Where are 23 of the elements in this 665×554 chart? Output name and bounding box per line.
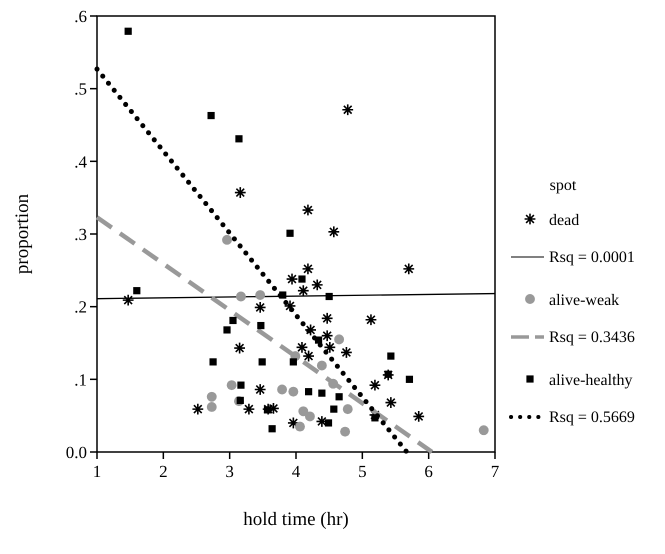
- x-tick-label: 2: [159, 462, 168, 481]
- x-tick-label: 7: [490, 462, 500, 481]
- x-tick-label: 3: [225, 462, 234, 481]
- y-tick-label: .4: [74, 152, 88, 172]
- legend-label: Rsq = 0.0001: [549, 249, 635, 266]
- legend-label: alive-weak: [549, 292, 620, 309]
- legend-label: Rsq = 0.3436: [549, 329, 635, 346]
- legend-label: alive-healthy: [549, 372, 633, 389]
- legend-label: Rsq = 0.5669: [549, 409, 635, 426]
- y-tick-label: .5: [74, 80, 87, 99]
- legend-title: spot: [550, 177, 577, 194]
- y-tick-label: 0.0: [66, 443, 87, 462]
- x-tick-label: 4: [292, 462, 301, 481]
- x-axis-title: hold time (hr): [243, 509, 349, 530]
- y-axis-title: proportion: [12, 193, 33, 274]
- y-tick-label: .1: [74, 370, 87, 390]
- x-tick-label: 6: [424, 462, 433, 481]
- legend-label: dead: [549, 212, 580, 229]
- y-tick-label: .6: [74, 7, 87, 26]
- x-tick-label: 5: [358, 462, 367, 481]
- x-tick-label: 1: [92, 462, 102, 481]
- y-tick-label: .2: [74, 298, 87, 317]
- y-tick-label: .3: [74, 225, 87, 244]
